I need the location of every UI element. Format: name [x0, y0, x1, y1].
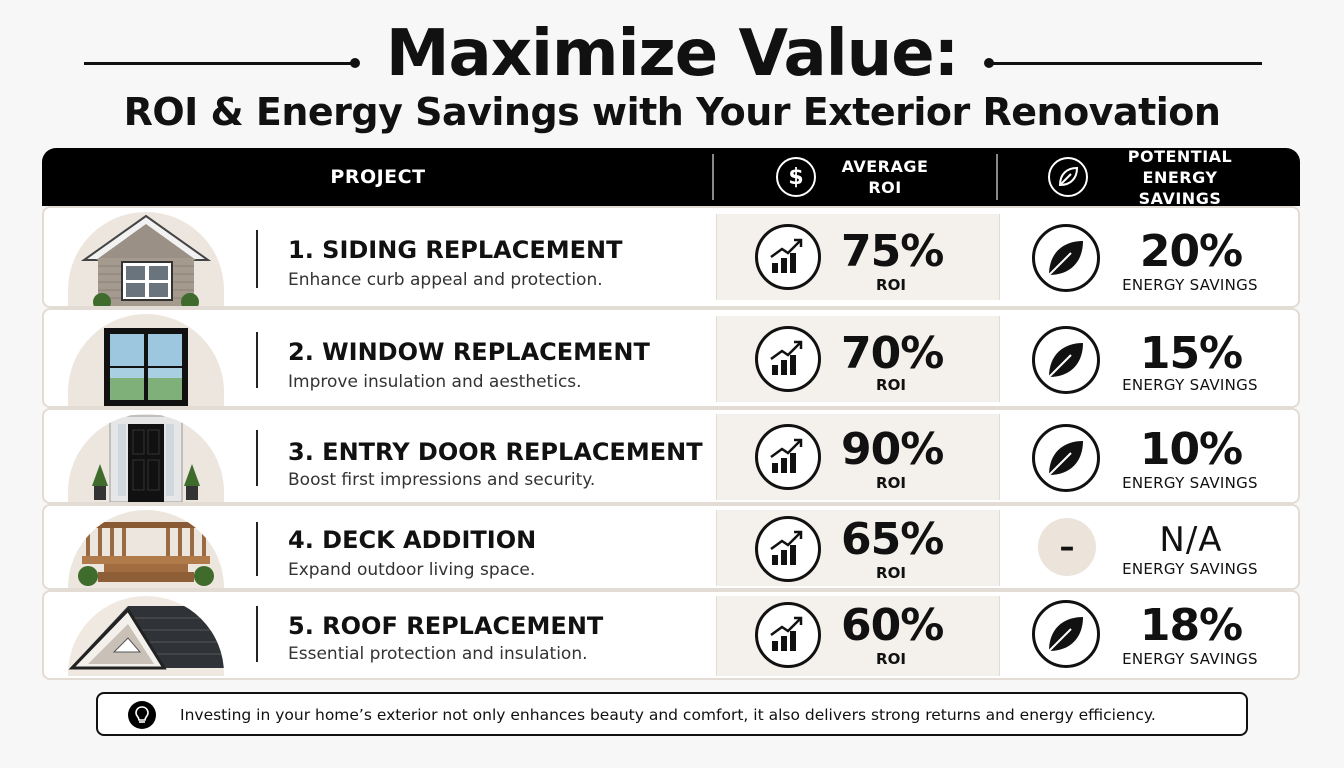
project-description: Expand outdoor living space.: [288, 560, 536, 580]
title-rule-left: [84, 62, 354, 65]
roi-value: 65%: [841, 514, 944, 565]
project-description: Enhance curb appeal and protection.: [288, 270, 603, 290]
title-rule-dot-left: [350, 58, 360, 68]
roof-illustration: [68, 596, 224, 676]
table-row: 5. ROOF REPLACEMENT Essential protection…: [42, 590, 1300, 680]
header-roi-label: AVERAGE ROI: [841, 157, 929, 197]
header-divider: [712, 154, 714, 200]
leaf-icon: [1032, 424, 1100, 492]
roi-cell: 70% ROI: [716, 316, 1000, 402]
energy-value: 20%: [1139, 226, 1243, 277]
header-energy: POTENTIAL ENERGY SAVINGS: [998, 146, 1300, 208]
project-title: 3. ENTRY DOOR REPLACEMENT: [288, 438, 703, 466]
energy-label: ENERGY SAVINGS: [1122, 276, 1258, 294]
deck-illustration: [68, 510, 224, 588]
project-description: Improve insulation and aesthetics.: [288, 372, 582, 392]
energy-label: ENERGY SAVINGS: [1122, 474, 1258, 492]
header-project: PROJECT: [330, 166, 426, 188]
roi-label: ROI: [876, 474, 906, 492]
header-divider: [996, 154, 998, 200]
roi-label: ROI: [876, 650, 906, 668]
row-separator: [256, 430, 258, 486]
energy-label: ENERGY SAVINGS: [1122, 560, 1258, 578]
entry-door-illustration: [68, 414, 224, 502]
growth-chart-icon: [755, 326, 821, 392]
title-rule-right: [990, 62, 1262, 65]
energy-value: 10%: [1139, 424, 1243, 475]
growth-chart-icon: [755, 602, 821, 668]
roi-value: 90%: [841, 424, 944, 475]
roi-cell: 90% ROI: [716, 414, 1000, 500]
header-energy-label: POTENTIAL ENERGY SAVINGS: [1127, 146, 1233, 208]
page-title: Maximize Value:: [385, 17, 959, 91]
roi-label: ROI: [876, 276, 906, 294]
energy-value: 15%: [1139, 328, 1243, 379]
leaf-icon: [1032, 224, 1100, 292]
project-title: 4. DECK ADDITION: [288, 526, 537, 554]
table-row: 3. ENTRY DOOR REPLACEMENT Boost first im…: [42, 408, 1300, 504]
table-row: 2. WINDOW REPLACEMENT Improve insulation…: [42, 308, 1300, 408]
leaf-icon: [1032, 326, 1100, 394]
roi-cell: 60% ROI: [716, 596, 1000, 676]
growth-chart-icon: [755, 424, 821, 490]
project-title: 2. WINDOW REPLACEMENT: [288, 338, 650, 366]
window-illustration: [68, 314, 224, 406]
energy-label: ENERGY SAVINGS: [1122, 650, 1258, 668]
roi-cell: 65% ROI: [716, 510, 1000, 586]
lightbulb-icon: [128, 701, 156, 729]
roi-value: 60%: [841, 600, 944, 651]
row-separator: [256, 522, 258, 576]
growth-chart-icon: [755, 516, 821, 582]
growth-chart-icon: [755, 224, 821, 290]
title-rule-dot-right: [984, 58, 994, 68]
footer-text: Investing in your home’s exterior not on…: [180, 706, 1156, 724]
project-description: Boost first impressions and security.: [288, 470, 596, 490]
roi-label: ROI: [876, 564, 906, 582]
project-title: 5. ROOF REPLACEMENT: [288, 612, 604, 640]
leaf-icon: [1032, 600, 1100, 668]
row-separator: [256, 230, 258, 288]
energy-value: 18%: [1139, 600, 1243, 651]
header-roi: $ AVERAGE ROI: [716, 148, 998, 206]
project-title: 1. SIDING REPLACEMENT: [288, 236, 623, 264]
table-row: 1. SIDING REPLACEMENT Enhance curb appea…: [42, 206, 1300, 308]
roi-value: 70%: [841, 328, 944, 379]
title-area: Maximize Value: ROI & Energy Savings wit…: [0, 10, 1344, 134]
roi-cell: 75% ROI: [716, 214, 1000, 300]
roi-value: 75%: [841, 226, 944, 277]
leaf-icon: [1048, 157, 1088, 197]
row-separator: [256, 606, 258, 662]
table-row: 4. DECK ADDITION Expand outdoor living s…: [42, 504, 1300, 590]
not-applicable-icon: –: [1038, 518, 1096, 576]
energy-label: ENERGY SAVINGS: [1122, 376, 1258, 394]
roi-table: PROJECT $ AVERAGE ROI POTENTIAL ENERGY S…: [42, 146, 1300, 682]
table-header: PROJECT $ AVERAGE ROI POTENTIAL ENERGY S…: [42, 146, 1300, 208]
page-subtitle: ROI & Energy Savings with Your Exterior …: [123, 90, 1221, 134]
energy-value: N/A: [1159, 520, 1223, 560]
footer-callout: Investing in your home’s exterior not on…: [96, 692, 1248, 736]
project-description: Essential protection and insulation.: [288, 644, 588, 664]
roi-label: ROI: [876, 376, 906, 394]
dollar-icon: $: [776, 157, 816, 197]
house-siding-illustration: [68, 212, 224, 306]
row-separator: [256, 332, 258, 388]
